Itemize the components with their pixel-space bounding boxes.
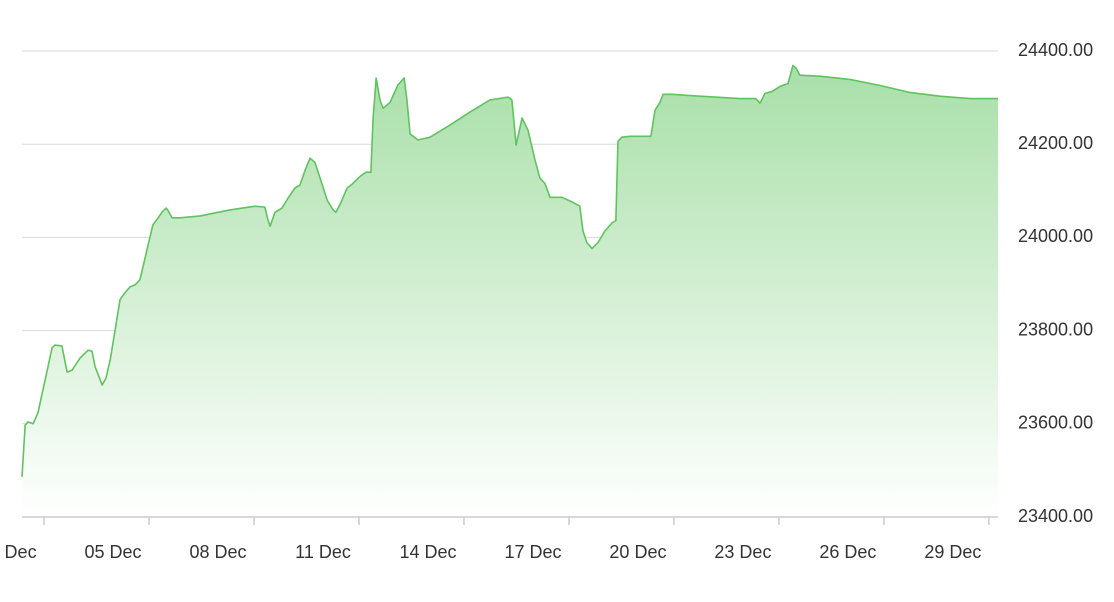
y-tick-label: 24200.00: [1018, 133, 1093, 153]
x-tick-label: 11 Dec: [295, 542, 351, 562]
y-tick-label: 24000.00: [1018, 226, 1093, 246]
y-tick-label: 23400.00: [1018, 506, 1093, 526]
x-tick-label: 23 Dec: [714, 542, 771, 562]
x-tick-label: 17 Dec: [504, 542, 561, 562]
y-tick-label: 23800.00: [1018, 319, 1093, 339]
y-tick-label: 23600.00: [1018, 413, 1093, 433]
x-tick-label: 14 Dec: [399, 542, 456, 562]
x-tick-label: 05 Dec: [85, 542, 142, 562]
x-tick-label: 02 Dec: [0, 542, 37, 562]
area-line: [21, 64, 998, 477]
x-tick-label: 29 Dec: [924, 542, 981, 562]
x-tick-label: 20 Dec: [609, 542, 666, 562]
x-tick-label: 26 Dec: [819, 542, 876, 562]
x-tick-label: 08 Dec: [189, 542, 246, 562]
y-tick-label: 24400.00: [1018, 40, 1093, 60]
area-fill: [22, 65, 998, 517]
